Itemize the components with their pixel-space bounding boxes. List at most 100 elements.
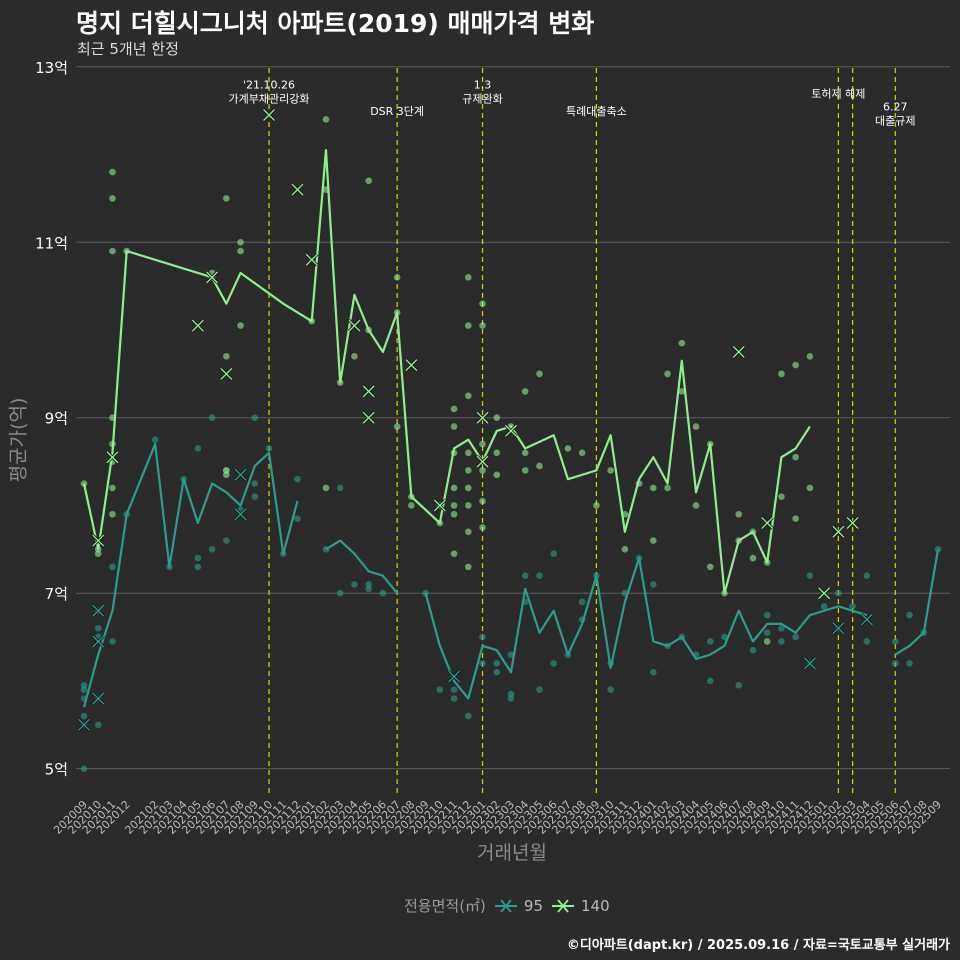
data-point-95 bbox=[80, 712, 88, 720]
series-line-95 bbox=[325, 539, 398, 594]
cross-marker-95 bbox=[447, 669, 461, 684]
data-point-95 bbox=[906, 611, 913, 619]
data-point-95 bbox=[763, 611, 771, 619]
data-point-140 bbox=[351, 353, 358, 360]
data-point-95 bbox=[820, 603, 828, 610]
event-label: 1.3 규제완화 bbox=[462, 79, 502, 106]
data-point-95 bbox=[778, 624, 785, 632]
data-point-140 bbox=[664, 370, 671, 378]
data-point-140 bbox=[593, 502, 600, 509]
data-point-95 bbox=[550, 550, 557, 558]
data-point-95 bbox=[151, 436, 159, 443]
data-point-95 bbox=[450, 695, 458, 702]
data-point-95 bbox=[223, 537, 230, 544]
data-point-140 bbox=[237, 322, 244, 329]
event-label: '21.10.26 가계부채관리강화 bbox=[229, 79, 310, 106]
data-point-140 bbox=[109, 247, 116, 255]
data-point-95 bbox=[294, 515, 301, 522]
data-point-140 bbox=[465, 467, 472, 474]
data-point-95 bbox=[650, 581, 657, 588]
y-axis-title: 평균가(억) bbox=[7, 397, 30, 483]
data-point-140 bbox=[493, 449, 501, 457]
data-point-95 bbox=[906, 660, 913, 667]
cross-marker-140 bbox=[362, 411, 376, 425]
data-point-140 bbox=[650, 484, 657, 492]
series-line-140 bbox=[82, 149, 811, 595]
data-point-95 bbox=[778, 638, 785, 645]
data-point-140 bbox=[223, 195, 230, 202]
data-point-140 bbox=[650, 537, 657, 544]
data-point-140 bbox=[678, 388, 686, 395]
cross-marker-95 bbox=[77, 718, 91, 732]
data-point-140 bbox=[706, 563, 714, 571]
cross-marker-140 bbox=[475, 455, 490, 469]
data-point-95 bbox=[365, 585, 372, 593]
cross-marker-140 bbox=[475, 411, 490, 425]
data-point-95 bbox=[479, 633, 486, 641]
cross-marker-140 bbox=[404, 358, 418, 372]
y-tick-label: 13억 bbox=[35, 59, 68, 77]
data-point-140 bbox=[109, 510, 116, 518]
data-point-95 bbox=[336, 484, 344, 492]
data-point-95 bbox=[493, 660, 501, 667]
cross-marker-140 bbox=[433, 498, 447, 513]
data-point-140 bbox=[578, 449, 586, 457]
data-point-95 bbox=[379, 589, 387, 597]
cross-marker-140 bbox=[362, 384, 376, 398]
data-point-140 bbox=[536, 370, 543, 378]
data-point-95 bbox=[251, 414, 259, 422]
cross-marker-140 bbox=[732, 345, 746, 359]
data-point-140 bbox=[749, 554, 757, 562]
data-point-95 bbox=[835, 589, 842, 597]
data-point-95 bbox=[763, 629, 771, 636]
footer-credit: ©디아파트(dapt.kr) / 2025.09.16 / 자료=국토교통부 실… bbox=[566, 938, 950, 953]
legend-swatch-140 bbox=[552, 898, 574, 913]
data-point-95 bbox=[792, 633, 799, 641]
cross-marker-95 bbox=[91, 604, 105, 618]
data-point-95 bbox=[650, 668, 657, 676]
data-point-140 bbox=[465, 392, 472, 400]
cross-marker-140 bbox=[262, 108, 276, 122]
data-point-95 bbox=[450, 686, 458, 694]
data-point-140 bbox=[465, 502, 472, 509]
data-point-140 bbox=[806, 353, 814, 360]
data-point-95 bbox=[80, 682, 88, 689]
cross-marker-140 bbox=[504, 424, 518, 438]
data-point-140 bbox=[450, 510, 458, 518]
data-point-140 bbox=[792, 515, 799, 522]
data-point-95 bbox=[194, 445, 202, 452]
data-point-95 bbox=[94, 721, 102, 729]
cross-marker-140 bbox=[305, 253, 319, 267]
data-point-140 bbox=[792, 453, 799, 461]
data-point-140 bbox=[237, 247, 244, 255]
cross-marker-140 bbox=[760, 516, 774, 530]
data-point-140 bbox=[735, 510, 743, 518]
cross-marker-95 bbox=[234, 507, 248, 521]
data-point-95 bbox=[507, 690, 515, 698]
y-tick-label: 5억 bbox=[45, 761, 68, 779]
data-point-140 bbox=[465, 563, 472, 571]
cross-marker-140 bbox=[191, 319, 205, 333]
data-point-140 bbox=[465, 322, 472, 329]
data-point-140 bbox=[393, 423, 401, 430]
data-point-95 bbox=[536, 686, 543, 694]
legend-item-95: 95 bbox=[494, 897, 543, 915]
data-point-140 bbox=[778, 493, 785, 500]
data-point-140 bbox=[450, 502, 458, 509]
y-tick-label: 9억 bbox=[45, 410, 68, 428]
legend: 전용면적(㎡) 95 140 bbox=[404, 895, 610, 916]
data-point-140 bbox=[521, 449, 529, 457]
data-point-95 bbox=[336, 589, 344, 597]
cross-marker-95 bbox=[91, 691, 105, 706]
data-point-140 bbox=[521, 467, 529, 474]
page-subtitle: 최근 5개년 한정 bbox=[77, 40, 179, 58]
data-point-140 bbox=[621, 546, 629, 553]
data-point-95 bbox=[521, 572, 529, 579]
data-point-95 bbox=[251, 480, 259, 487]
data-point-95 bbox=[607, 686, 614, 694]
data-point-140 bbox=[223, 471, 230, 479]
y-tick-label: 7억 bbox=[45, 585, 68, 603]
cross-marker-140 bbox=[219, 367, 233, 381]
data-point-140 bbox=[365, 177, 372, 185]
